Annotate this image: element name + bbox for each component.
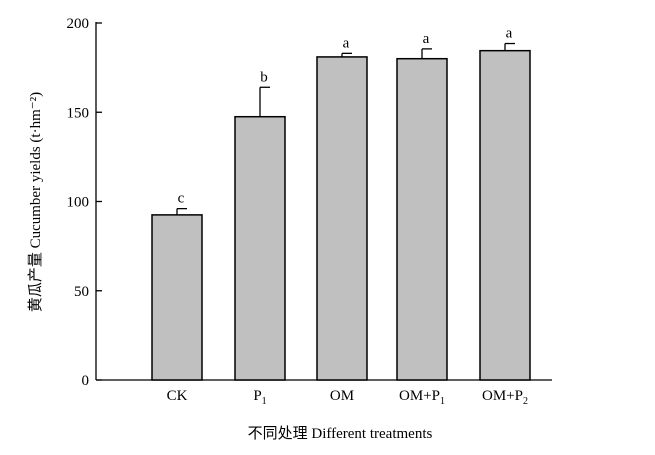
y-tick-label: 0 [82, 373, 90, 389]
axes: 0 50 100 150 200 [67, 16, 552, 389]
bar [316, 56, 368, 381]
y-axis-label: 黄瓜产量 Cucumber yields (t·hm⁻²) [27, 92, 44, 312]
x-tick-label: OM+P2 [482, 388, 528, 407]
x-tick-label: CK [167, 388, 188, 404]
y-tick-label: 100 [67, 195, 90, 211]
y-tick-label: 200 [67, 16, 90, 32]
significance-label: a [343, 35, 350, 51]
x-tick-label: OM+P1 [399, 388, 445, 407]
bar [234, 115, 286, 381]
x-tick-label: P1 [253, 388, 266, 407]
significance-label: a [423, 31, 430, 47]
x-tick-label: OM [330, 388, 354, 404]
bar [479, 49, 531, 381]
bar [151, 214, 203, 381]
labels: c CK b P1 a OM a OM+P1 a OM+P2 [167, 26, 528, 407]
significance-label: c [178, 191, 185, 207]
bars [151, 42, 531, 381]
significance-label: a [506, 26, 513, 42]
y-tick-label: 50 [74, 284, 89, 300]
x-axis-label: 不同处理 Different treatments [248, 425, 433, 442]
bar [396, 57, 448, 381]
significance-label: b [260, 69, 268, 85]
y-tick-label: 150 [67, 105, 90, 121]
